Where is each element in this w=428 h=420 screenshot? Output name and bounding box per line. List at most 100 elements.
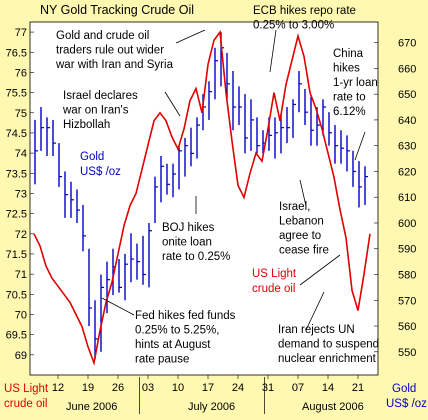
x-tick-label: 26 <box>112 382 124 394</box>
left-axis-ticks: 77 76.5 76 75.5 75 74.5 74 73.5 73 72.5 72 71.5 71 70… <box>6 27 34 362</box>
right-tick-label: 550 <box>398 347 416 359</box>
annotation-line: BOJ hikes <box>162 222 215 234</box>
annotation-line: traders rule out wider <box>56 45 164 57</box>
annotation-line: cease fire <box>279 245 329 257</box>
annotation-pointer <box>101 297 135 316</box>
annotation-line: onite loan <box>162 237 212 249</box>
annotation-pointer <box>299 179 307 207</box>
annotation-line: Gold and crude oil <box>56 30 149 42</box>
annotation-line: agree to <box>279 230 321 242</box>
annotation-pointers <box>101 29 366 331</box>
annotation-line: China <box>333 48 364 60</box>
right-tick-label: 650 <box>398 89 416 101</box>
month-label-august: August 2006 <box>302 401 364 413</box>
x-tick-label: 14 <box>322 382 334 394</box>
x-tick-label: 03 <box>142 382 154 394</box>
annotation-line: Israel, <box>279 201 310 213</box>
right-tick-label: 640 <box>398 115 416 127</box>
right-tick-label: 570 <box>398 295 416 307</box>
right-axis-ticks: 670 660 650 640 630 620 610 600 590 580 570 560 550 <box>374 38 416 359</box>
annotation-ecb: ECB hikes repo rate 0.25% to 3.00% <box>253 5 356 32</box>
annotation-line: war with Iran and Syria <box>55 59 174 71</box>
annotations: Gold and crude oil traders rule out wider… <box>55 5 379 366</box>
annotation-line: Hizbollah <box>63 119 110 131</box>
x-tick-label: 07 <box>292 382 304 394</box>
annotation-line: 0.25% to 5.25%, <box>135 325 219 337</box>
annotation-line: Iran rejects UN <box>278 324 355 336</box>
annotation-line: Lebanon <box>279 216 324 228</box>
right-tick-label: 600 <box>398 218 416 230</box>
annotation-pointer <box>299 254 341 286</box>
annotation-line: war on Iran's <box>62 105 129 117</box>
left-tick-label: 76 <box>15 67 27 79</box>
left-tick-label: 72 <box>15 229 27 241</box>
annotation-israel-war: Israel declares war on Iran's Hizbollah <box>62 90 138 131</box>
annotation-line: hikes <box>333 63 360 75</box>
month-label-july: July 2006 <box>188 401 235 413</box>
annotation-line: Fed hikes fed funds <box>135 310 236 322</box>
x-tick-label: 10 <box>172 382 184 394</box>
left-tick-label: 69 <box>15 350 27 362</box>
right-tick-label: 610 <box>398 192 416 204</box>
right-tick-label: 630 <box>398 141 416 153</box>
annotation-line: rate to <box>333 92 366 104</box>
left-tick-label: 75.5 <box>6 88 27 100</box>
plot-area <box>29 21 379 376</box>
x-tick-label: 31 <box>262 382 274 394</box>
month-label-june: June 2006 <box>66 401 117 413</box>
gold-bars <box>34 32 368 360</box>
annotation-line: demand to suspend <box>278 339 379 351</box>
left-tick-label: 75 <box>15 108 27 120</box>
annotation-china: China hikes 1-yr loan rate to 6.12% <box>333 48 378 118</box>
right-tick-label: 590 <box>398 244 416 256</box>
annotation-pointer <box>354 131 366 161</box>
annotation-pointer <box>269 29 277 73</box>
annotation-pointer <box>305 291 325 331</box>
annotation-boj: BOJ hikes onite loan rate to 0.25% <box>162 222 230 263</box>
annotation-line: 6.12% <box>333 106 366 118</box>
left-tick-label: 71 <box>15 269 27 281</box>
right-tick-label: 670 <box>398 38 416 50</box>
x-axis-ticks: 12 19 26 03 10 17 24 31 07 14 21 <box>52 375 364 414</box>
annotation-iran-un: Iran rejects UN demand to suspend nuclear … <box>278 324 379 365</box>
annotation-pointer <box>164 91 181 117</box>
x-tick-label: 19 <box>82 382 94 394</box>
annotation-line: 0.25% to 3.00% <box>253 20 334 32</box>
annotation-fed: Fed hikes fed funds 0.25% to 5.25%, hints … <box>135 310 236 366</box>
left-tick-label: 77 <box>15 27 27 39</box>
oil-series-label: US Light crude oil <box>252 268 299 295</box>
left-tick-label: 73.5 <box>6 168 27 180</box>
left-tick-label: 74 <box>15 148 27 160</box>
left-tick-label: 69.5 <box>6 330 27 342</box>
right-tick-label: 580 <box>398 270 416 282</box>
right-tick-label: 660 <box>398 63 416 75</box>
crude-oil-line <box>33 29 371 366</box>
right-axis-label: Gold US$ /oz <box>386 383 427 410</box>
annotation-line: ECB hikes repo rate <box>253 5 356 17</box>
left-tick-label: 70.5 <box>6 289 27 301</box>
annotation-line: nuclear enrichment <box>278 353 377 365</box>
annotation-pointer <box>175 29 206 44</box>
annotation-line: rate to 0.25% <box>162 251 230 263</box>
left-axis-label: US Light crude oil <box>4 383 51 410</box>
right-tick-label: 620 <box>398 166 416 178</box>
left-tick-label: 70 <box>15 309 27 321</box>
x-tick-label: 21 <box>352 382 364 394</box>
left-tick-label: 73 <box>15 188 27 200</box>
annotation-line: hints at August <box>135 339 211 351</box>
x-tick-label: 24 <box>232 382 244 394</box>
left-tick-label: 71.5 <box>6 249 27 261</box>
x-tick-label: 17 <box>202 382 214 394</box>
left-tick-label: 72.5 <box>6 209 27 221</box>
annotation-line: 1-yr loan <box>333 77 378 89</box>
left-tick-label: 76.5 <box>6 47 27 59</box>
gold-series-label: Gold US$ /oz <box>80 151 121 178</box>
chart-title: NY Gold Tracking Crude Oil <box>40 3 194 17</box>
annotation-line: Israel declares <box>63 90 138 102</box>
x-tick-label: 12 <box>52 382 64 394</box>
annotation-line: rate pause <box>135 354 189 366</box>
right-tick-label: 560 <box>398 321 416 333</box>
left-tick-label: 74.5 <box>6 128 27 140</box>
